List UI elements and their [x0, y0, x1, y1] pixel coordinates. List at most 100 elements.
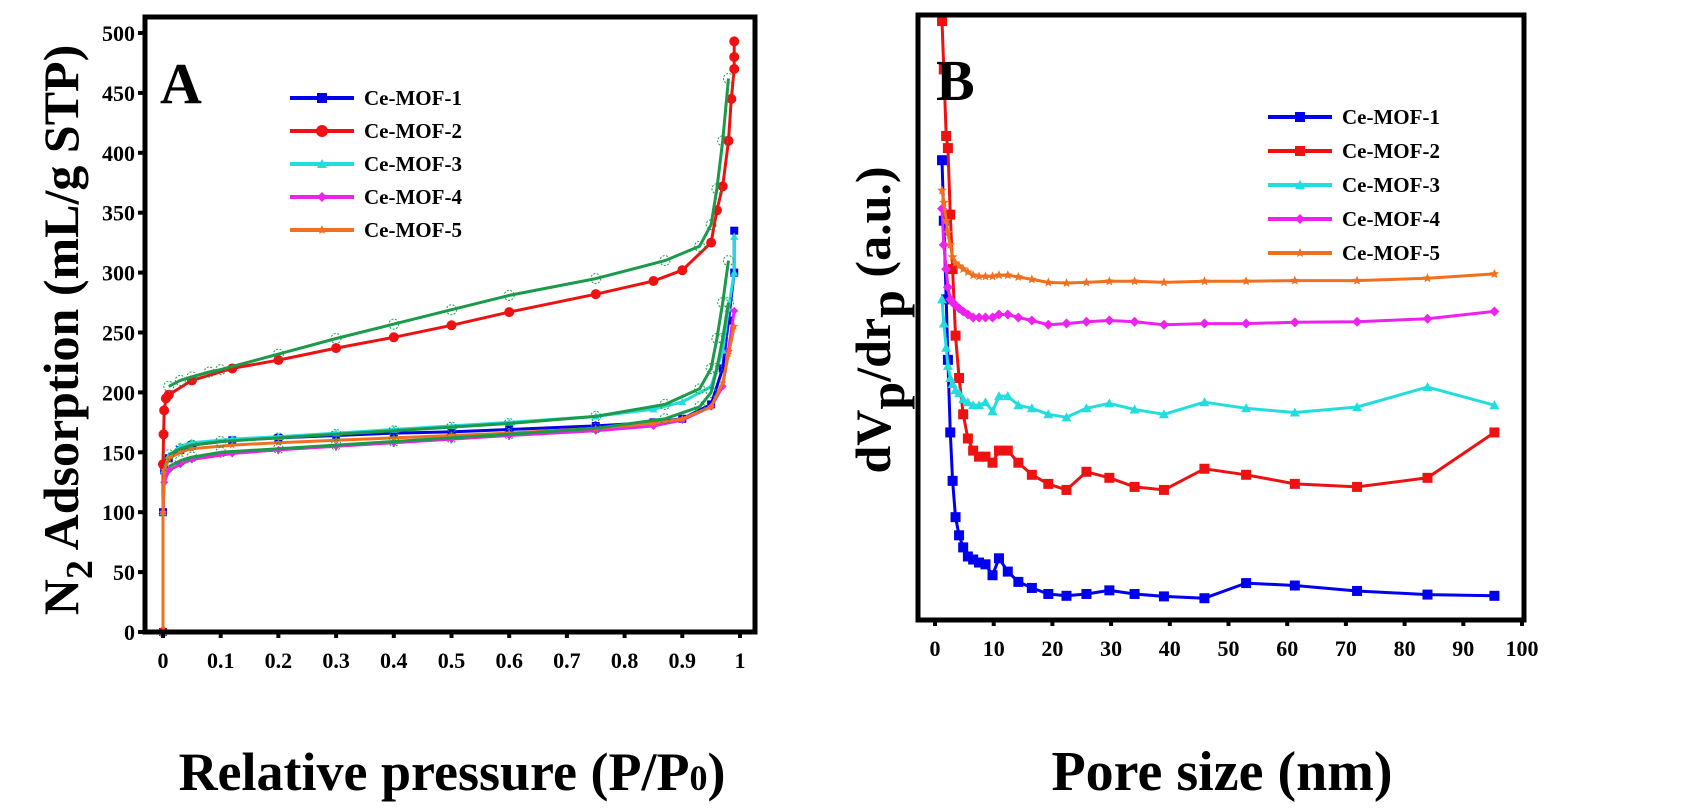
panel-a-letter: A	[160, 51, 202, 116]
data-point	[722, 73, 734, 85]
data-point	[1422, 313, 1433, 324]
data-point	[1081, 403, 1092, 413]
data-point	[1489, 590, 1500, 601]
data-point	[1013, 576, 1024, 587]
series-line-desorption-upper-group	[168, 260, 730, 457]
data-point	[937, 294, 948, 304]
data-point	[945, 427, 956, 438]
data-point	[659, 413, 671, 425]
data-point	[272, 348, 284, 360]
data-point	[730, 306, 739, 315]
data-point	[446, 304, 457, 316]
legend-marker-icon	[1295, 180, 1305, 189]
x-tick-label: 0	[158, 648, 169, 673]
data-point	[446, 421, 457, 433]
data-point	[1241, 318, 1252, 329]
panel-a-ticks: 0 0.1 0.2 0.3 0.4 0.5 0.6 0.7 0.8 0.9 1 0 50 100 150 20…	[102, 21, 746, 673]
data-point	[1002, 566, 1013, 577]
data-point	[1026, 582, 1037, 593]
data-point	[1489, 427, 1500, 438]
data-point	[705, 386, 717, 398]
data-point	[1422, 589, 1433, 600]
x-tick-label: 30	[1100, 636, 1122, 661]
data-point	[1026, 469, 1037, 480]
data-point	[1002, 445, 1013, 456]
legend-item: Ce-MOF-1	[1268, 105, 1440, 129]
data-point	[962, 433, 973, 444]
data-point	[215, 446, 227, 458]
data-point	[942, 360, 953, 370]
y-tick-label: 100	[102, 500, 135, 525]
data-point	[980, 451, 991, 462]
x-tick-label: 0.8	[611, 648, 639, 673]
legend-item: Ce-MOF-3	[290, 152, 462, 176]
data-point	[331, 343, 342, 354]
data-point	[729, 36, 740, 47]
legend-item: Ce-MOF-4	[1268, 207, 1440, 231]
series-ce-mof-4	[937, 203, 1500, 330]
series-ce-mof-1	[937, 155, 1500, 604]
data-point	[330, 439, 342, 451]
data-point	[724, 350, 733, 358]
data-point	[974, 271, 984, 281]
data-point	[1422, 273, 1433, 283]
legend-label: Ce-MOF-2	[364, 119, 462, 143]
legend-marker-icon	[317, 159, 327, 168]
legend-marker-icon	[1295, 146, 1305, 156]
panel-b-y-axis-title: dVp/drp (a.u.)	[845, 166, 915, 473]
x-tick-label: 1	[735, 648, 746, 673]
chart-panel-b: 0 10 20 30 40 50 60 70 80 90 100 B Ce-MOF-1Ce-MOF-…	[845, 12, 1539, 803]
data-point	[590, 410, 602, 422]
data-point	[730, 322, 739, 330]
data-point	[974, 451, 985, 462]
data-point	[649, 405, 658, 413]
legend-marker-icon	[1295, 112, 1305, 122]
y-tick-label: 200	[102, 380, 135, 405]
series-desorption-upper-group	[163, 255, 734, 461]
x-tick-label: 60	[1276, 636, 1298, 661]
legend-label: Ce-MOF-5	[1342, 241, 1440, 265]
data-point	[1241, 403, 1252, 413]
data-point	[1104, 315, 1115, 326]
data-point	[724, 316, 733, 325]
panel-b-ticks: 0 10 20 30 40 50 60 70 80 90 100	[930, 620, 1539, 661]
legend-item: Ce-MOF-2	[1268, 139, 1440, 163]
data-point	[388, 318, 400, 330]
data-point	[648, 275, 659, 286]
data-point	[159, 405, 170, 416]
data-point	[659, 398, 671, 410]
x-tick-label: 0.7	[553, 648, 581, 673]
data-point	[1002, 391, 1013, 401]
data-point	[203, 366, 215, 378]
legend-marker-icon	[317, 225, 327, 235]
data-point	[717, 181, 728, 192]
data-point	[188, 444, 196, 452]
x-title-end: )	[707, 742, 725, 802]
data-point	[1129, 404, 1140, 414]
data-point	[1061, 278, 1072, 288]
series-ce-mof-5	[937, 185, 1500, 288]
data-point	[974, 312, 985, 323]
data-point	[330, 428, 342, 440]
data-point	[678, 397, 687, 406]
data-point	[711, 183, 723, 195]
data-point	[987, 457, 998, 468]
data-point	[1002, 309, 1013, 320]
data-point	[1159, 277, 1169, 287]
y-title-rest: Adsorption (mL/g STP)	[33, 45, 89, 560]
data-point	[941, 342, 952, 352]
data-point	[1104, 585, 1115, 596]
data-point	[389, 429, 398, 438]
data-point	[694, 401, 706, 413]
data-point	[1289, 317, 1300, 328]
legend-marker-icon	[1295, 214, 1305, 224]
panel-b-legend: Ce-MOF-1 Ce-MOF-2 Ce-MOF-3 Ce-MOF-4 Ce-MOF-5	[1268, 105, 1440, 265]
data-point	[1061, 318, 1072, 329]
data-point	[954, 530, 965, 541]
x-tick-label: 0.1	[207, 648, 235, 673]
y-tick-label: 150	[102, 440, 135, 465]
legend-item: Ce-MOF-5	[1268, 241, 1440, 265]
data-point	[1026, 315, 1037, 326]
data-point	[980, 559, 991, 570]
